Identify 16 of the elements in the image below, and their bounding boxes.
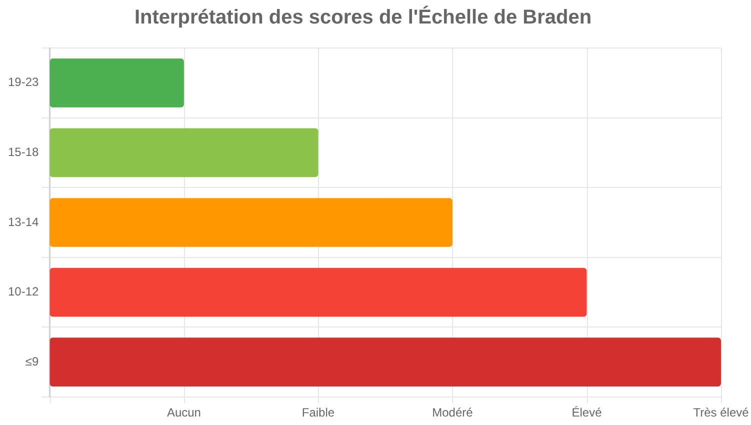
- text: Faible: [302, 405, 335, 420]
- y-tick-label: ≤9: [25, 354, 40, 368]
- text: Élevé: [572, 405, 602, 420]
- y-tick-label: 13-14: [8, 214, 40, 229]
- y-tick-label: 15-18: [8, 145, 40, 160]
- bar: [50, 198, 452, 247]
- bar: [50, 58, 184, 108]
- bar: [50, 128, 318, 178]
- bar: [50, 338, 721, 387]
- text: Aucun: [166, 405, 201, 420]
- bar: [50, 268, 587, 317]
- y-tick-label: 19-23: [8, 75, 40, 90]
- text: Modéré: [432, 405, 474, 420]
- text: Très élevé: [693, 405, 750, 420]
- chart-title: Interprétation des scores de l'Échelle de Braden: [134, 6, 592, 29]
- y-tick-label: 10-12: [8, 284, 40, 299]
